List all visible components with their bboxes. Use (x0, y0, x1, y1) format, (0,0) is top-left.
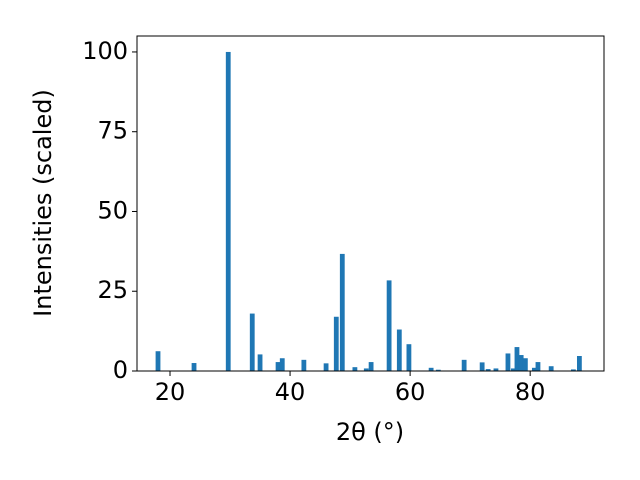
bar (576, 356, 582, 371)
bar (352, 367, 358, 371)
bar (570, 369, 576, 371)
y-tick-label: 100 (82, 37, 128, 65)
x-tick-label: 40 (275, 378, 306, 406)
bar (435, 369, 441, 371)
x-tick-label: 80 (515, 378, 546, 406)
bar (396, 329, 402, 371)
bar (279, 358, 285, 371)
bar (493, 368, 499, 371)
y-tick-label: 25 (97, 276, 128, 304)
bar (257, 354, 263, 371)
bar (428, 367, 434, 371)
bar (522, 358, 528, 371)
bar (155, 351, 161, 371)
x-axis-label: 2θ (°) (336, 418, 404, 446)
bar (514, 347, 520, 371)
y-axis-label: Intensities (scaled) (29, 89, 57, 317)
bar (225, 51, 231, 371)
bar (406, 344, 412, 371)
bar (510, 368, 516, 371)
bar (339, 253, 345, 371)
bar (301, 359, 307, 371)
plot-frame (136, 35, 605, 372)
bar (386, 280, 392, 371)
y-tick-label: 75 (97, 117, 128, 145)
y-tick-label: 0 (113, 356, 128, 384)
x-tick-label: 20 (155, 378, 186, 406)
bar (518, 355, 524, 371)
bar (485, 369, 491, 371)
bar (535, 362, 541, 371)
bar (505, 353, 511, 371)
bar (368, 362, 374, 371)
bar (363, 368, 369, 371)
bar (275, 362, 281, 371)
bar (191, 363, 197, 371)
bar (531, 367, 537, 371)
bar (333, 316, 339, 371)
bar (249, 313, 255, 371)
bar (323, 363, 329, 371)
bar (548, 366, 554, 371)
x-tick-label: 60 (395, 378, 426, 406)
bar (479, 362, 485, 371)
bar (461, 359, 467, 371)
y-tick-label: 50 (97, 196, 128, 224)
